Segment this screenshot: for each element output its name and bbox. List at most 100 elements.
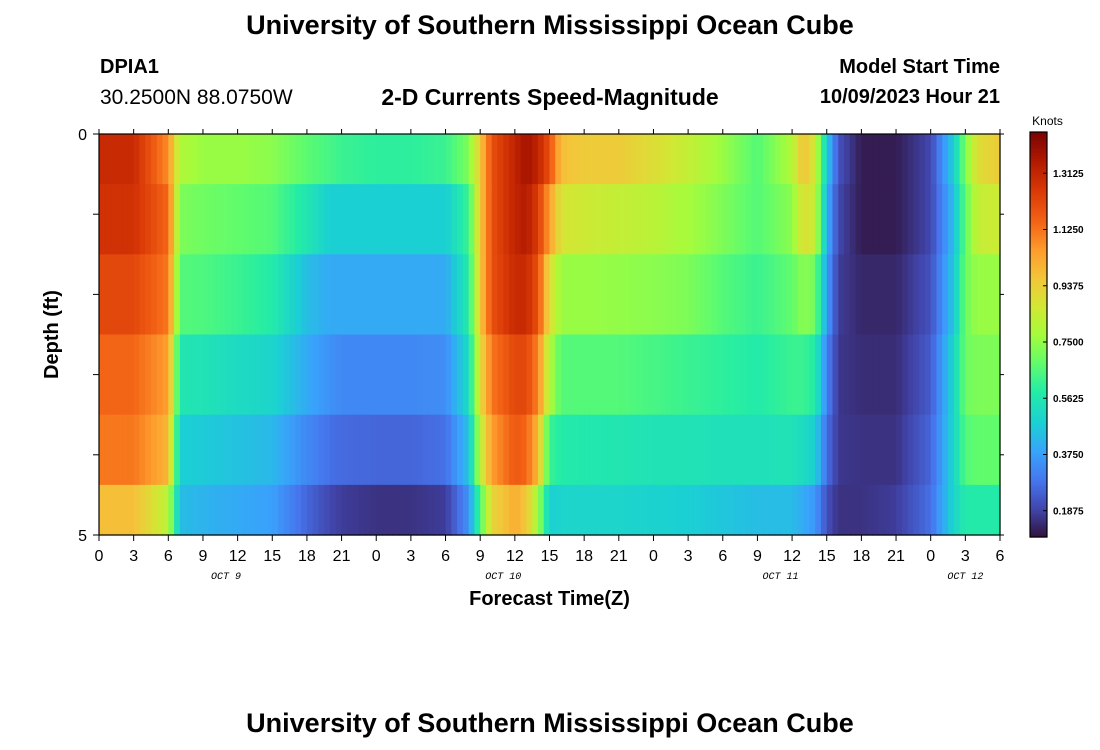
x-axis-title: Forecast Time(Z): [469, 588, 630, 610]
heatmap-cell: [768, 334, 776, 416]
heatmap-cell: [994, 334, 1001, 416]
heatmap-cell: [226, 484, 233, 536]
colorbar-segment: [1030, 233, 1047, 236]
heatmap-cell: [520, 484, 527, 536]
heatmap-cell: [312, 414, 320, 486]
heatmap-cell: [497, 184, 504, 255]
heatmap-cell: [382, 484, 389, 536]
heatmap-cell: [924, 484, 932, 536]
heatmap-cell: [295, 484, 302, 536]
colorbar-segment: [1030, 466, 1047, 469]
heatmap-cell: [838, 184, 845, 255]
heatmap-cell: [728, 414, 735, 486]
heatmap-cell: [237, 254, 244, 336]
heatmap-cell: [838, 254, 845, 336]
heatmap-cell: [861, 254, 868, 336]
colorbar-segment: [1030, 314, 1047, 317]
heatmap-cell: [768, 254, 776, 336]
heatmap-cell: [578, 414, 585, 486]
heatmap-cell: [613, 484, 620, 536]
colorbar-segment: [1030, 524, 1047, 528]
heatmap-cell: [763, 134, 770, 185]
heatmap-cell: [295, 184, 302, 255]
colorbar-segment: [1030, 279, 1047, 283]
heatmap-cell: [457, 184, 464, 255]
heatmap-cell: [971, 484, 978, 536]
colorbar-segment: [1030, 322, 1047, 325]
heatmap-cell: [197, 414, 204, 486]
heatmap-cell: [976, 414, 984, 486]
heatmap-cell: [734, 484, 741, 536]
heatmap-cell: [185, 254, 193, 336]
colorbar-segment: [1030, 194, 1047, 198]
heatmap-cell: [670, 484, 678, 536]
heatmap-cell: [566, 184, 574, 255]
heatmap-cell: [884, 484, 891, 536]
heatmap-cell: [243, 184, 250, 255]
heatmap-cell: [578, 334, 585, 416]
colorbar-segment: [1030, 231, 1047, 234]
colorbar-segment: [1030, 219, 1047, 222]
heatmap-cell: [214, 184, 221, 255]
heatmap-cell: [872, 484, 880, 536]
heatmap-cell: [208, 334, 216, 416]
heatmap-cell: [301, 134, 308, 185]
heatmap-cell: [792, 484, 799, 536]
heatmap-cell: [901, 414, 909, 486]
colorbar-segment: [1030, 271, 1047, 275]
heatmap-cell: [774, 134, 782, 185]
heatmap-cell: [728, 334, 735, 416]
heatmap-cell: [641, 334, 649, 416]
heatmap-cell: [751, 484, 759, 536]
heatmap-cell: [693, 484, 701, 536]
colorbar-segment: [1030, 342, 1047, 346]
heatmap-cell: [145, 254, 152, 336]
heatmap-cell: [734, 334, 741, 416]
heatmap-cell: [127, 134, 135, 185]
heatmap-cell: [768, 184, 776, 255]
heatmap-cell: [705, 134, 712, 185]
heatmap-cell: [289, 254, 296, 336]
heatmap-cell: [757, 334, 764, 416]
heatmap-cell: [855, 134, 862, 185]
x-tick-label: 3: [129, 548, 138, 565]
heatmap-cell: [537, 414, 545, 486]
heatmap-cell: [924, 184, 932, 255]
heatmap-cell: [468, 484, 476, 536]
heatmap-cell: [278, 254, 285, 336]
heatmap-cell: [630, 334, 637, 416]
colorbar-segment: [1030, 480, 1047, 483]
heatmap-cell: [618, 134, 626, 185]
colorbar-segment: [1030, 510, 1047, 514]
heatmap-cell: [514, 414, 522, 486]
colorbar-segment: [1030, 176, 1047, 180]
heatmap-cell: [780, 334, 787, 416]
colorbar-segment: [1030, 514, 1047, 518]
heatmap-cell: [699, 334, 707, 416]
heatmap-cell: [844, 414, 851, 486]
colorbar-tick-label: 1.1250: [1053, 225, 1084, 236]
heatmap-cell: [237, 184, 244, 255]
colorbar-segment: [1030, 352, 1047, 356]
heatmap-cell: [636, 254, 643, 336]
heatmap-cell: [266, 414, 273, 486]
heatmap-cell: [607, 334, 614, 416]
colorbar-segment: [1030, 486, 1047, 490]
heatmap-cell: [156, 414, 164, 486]
heatmap-cell: [561, 184, 568, 255]
colorbar-segment: [1030, 356, 1047, 360]
heatmap-cell: [976, 254, 984, 336]
heatmap-cell: [948, 254, 955, 336]
heatmap-cell: [734, 184, 741, 255]
colorbar-segment: [1030, 393, 1047, 396]
heatmap-cell: [99, 254, 106, 336]
colorbar-segment: [1030, 223, 1047, 226]
heatmap-cell: [965, 184, 972, 255]
colorbar-segment: [1030, 354, 1047, 358]
heatmap-cell: [751, 254, 759, 336]
heatmap-cell: [613, 414, 620, 486]
heatmap-cell: [740, 414, 747, 486]
heatmap-cell: [716, 184, 724, 255]
heatmap-cell: [763, 254, 770, 336]
chart-subtitle: 2-D Currents Speed-Magnitude: [381, 84, 719, 110]
